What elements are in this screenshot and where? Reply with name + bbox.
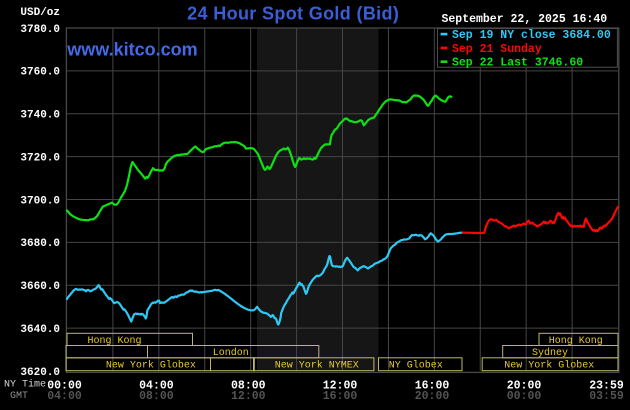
svg-text:16:00: 16:00 [415,379,450,392]
svg-text:Sep 19 NY close 3684.00: Sep 19 NY close 3684.00 [452,29,611,42]
svg-text:20:00: 20:00 [415,390,450,403]
svg-text:3760.0: 3760.0 [20,67,60,79]
svg-text:3740.0: 3740.0 [20,110,60,122]
svg-text:Sep 21 Sunday: Sep 21 Sunday [452,43,542,56]
svg-text:3720.0: 3720.0 [20,152,60,164]
svg-text:16:00: 16:00 [323,390,358,403]
svg-text:NY Globex: NY Globex [389,359,443,371]
svg-text:3660.0: 3660.0 [20,281,60,293]
svg-text:12:00: 12:00 [323,379,358,392]
svg-text:September 22, 2025 16:40: September 22, 2025 16:40 [442,13,608,26]
svg-text:GMT: GMT [10,391,28,402]
svg-text:3640.0: 3640.0 [20,324,60,336]
svg-text:New York Globex: New York Globex [504,359,594,371]
svg-text:00:00: 00:00 [47,379,82,392]
svg-text:New York Globex: New York Globex [106,359,196,371]
svg-text:03:59: 03:59 [589,390,624,403]
svg-text:24 Hour Spot Gold (Bid): 24 Hour Spot Gold (Bid) [187,4,399,24]
svg-text:20:00: 20:00 [507,379,542,392]
svg-text:12:00: 12:00 [231,390,266,403]
svg-text:Sydney: Sydney [532,347,568,359]
svg-text:04:00: 04:00 [47,390,82,403]
svg-text:08:00: 08:00 [231,379,266,392]
svg-text:New York NYMEX: New York NYMEX [275,359,359,371]
svg-text:00:00: 00:00 [507,390,542,403]
svg-text:04:00: 04:00 [139,379,174,392]
svg-text:Hong Kong: Hong Kong [549,336,603,347]
svg-text:USD/oz: USD/oz [20,7,60,19]
svg-text:08:00: 08:00 [139,390,174,403]
svg-text:Hong Kong: Hong Kong [87,336,141,347]
svg-text:23:59: 23:59 [589,379,624,392]
svg-text:3780.0: 3780.0 [20,24,60,36]
svg-text:Sep 22 Last 3746.60: Sep 22 Last 3746.60 [452,57,583,70]
svg-text:3700.0: 3700.0 [20,195,60,207]
svg-text:NY Time: NY Time [4,379,46,391]
svg-text:3620.0: 3620.0 [20,367,60,379]
svg-text:London: London [213,347,249,359]
svg-text:3680.0: 3680.0 [20,238,60,250]
svg-text:www.kitco.com: www.kitco.com [66,39,197,59]
